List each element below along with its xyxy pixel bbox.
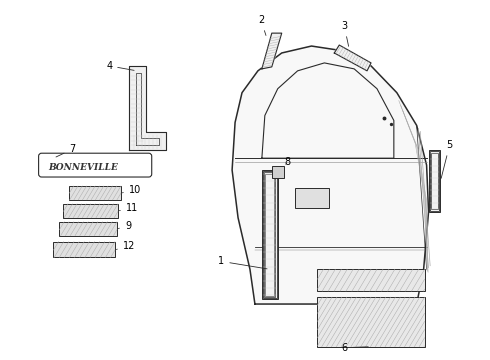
Text: 2: 2 — [258, 15, 266, 36]
Text: BONNEVILLE: BONNEVILLE — [49, 163, 119, 172]
Bar — [262, 170, 278, 299]
Bar — [263, 171, 276, 298]
Text: 1: 1 — [218, 256, 267, 269]
Bar — [294, 188, 329, 208]
Bar — [272, 166, 284, 178]
Text: 3: 3 — [341, 21, 348, 46]
Bar — [70, 186, 121, 200]
Bar — [53, 242, 115, 257]
Bar — [318, 297, 425, 347]
Text: 8: 8 — [285, 157, 291, 167]
Text: 9: 9 — [118, 221, 131, 231]
Polygon shape — [262, 63, 394, 158]
Bar — [430, 152, 440, 211]
Bar — [264, 172, 275, 297]
Bar — [59, 222, 117, 235]
Text: 12: 12 — [116, 242, 135, 251]
Text: 5: 5 — [441, 140, 453, 178]
Text: 11: 11 — [119, 203, 138, 213]
Bar — [266, 174, 274, 296]
Text: 4: 4 — [106, 61, 134, 71]
Text: 7: 7 — [56, 144, 75, 157]
Bar — [63, 204, 118, 218]
Bar — [429, 150, 441, 212]
Polygon shape — [232, 46, 429, 304]
Text: 6: 6 — [341, 343, 368, 353]
Polygon shape — [129, 66, 166, 150]
Polygon shape — [334, 45, 371, 71]
Bar — [431, 153, 438, 210]
Text: 10: 10 — [122, 185, 141, 195]
Polygon shape — [262, 33, 282, 69]
Bar — [318, 269, 425, 291]
